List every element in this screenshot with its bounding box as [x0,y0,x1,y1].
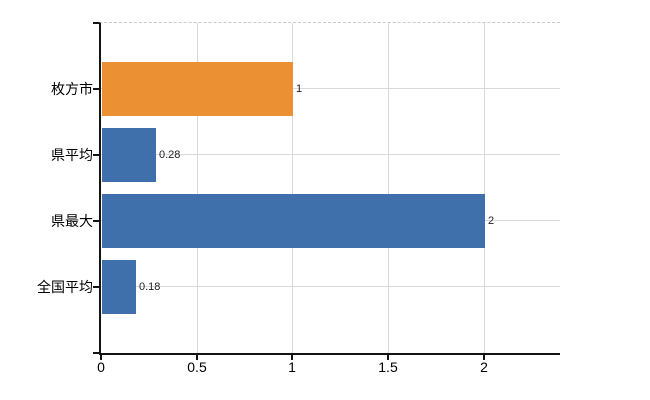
bar-value-label: 0.28 [159,149,181,161]
bar-value-label: 2 [488,215,495,227]
bar [102,128,156,182]
y-axis-tick [93,220,99,222]
bar [102,260,136,314]
x-axis-tick [483,355,485,360]
gridline-horizontal [101,88,560,89]
x-axis-tick [387,355,389,360]
plot-area: 1 0.28 2 0.18 [93,22,560,360]
category-label: 県平均 [51,147,93,163]
gridline-vertical [292,23,293,353]
x-tick-label: 1 [288,359,296,375]
bar-value-label: 1 [296,83,303,95]
category-label: 県最大 [51,213,93,229]
x-axis-tick [196,355,198,360]
gridline-vertical [388,23,389,353]
x-tick-label: 2 [480,359,488,375]
bar [102,62,293,116]
gridline-horizontal [101,286,560,287]
bar-value-label: 0.18 [139,281,161,293]
category-label: 全国平均 [37,279,93,295]
x-axis-tick [100,355,102,360]
gridline-horizontal [101,154,560,155]
x-axis-tick [291,355,293,360]
gridline-vertical [484,23,485,353]
bar [102,194,485,248]
y-axis-tick [93,286,99,288]
y-axis-tick [93,352,99,354]
y-axis-tick [93,22,99,24]
x-tick-label: 0.5 [187,359,207,375]
y-axis-tick [93,88,99,90]
x-tick-label: 1.5 [378,359,398,375]
y-axis-tick [93,154,99,156]
gridline-vertical [197,23,198,353]
category-label: 枚方市 [51,81,93,97]
x-tick-label: 0 [97,359,105,375]
